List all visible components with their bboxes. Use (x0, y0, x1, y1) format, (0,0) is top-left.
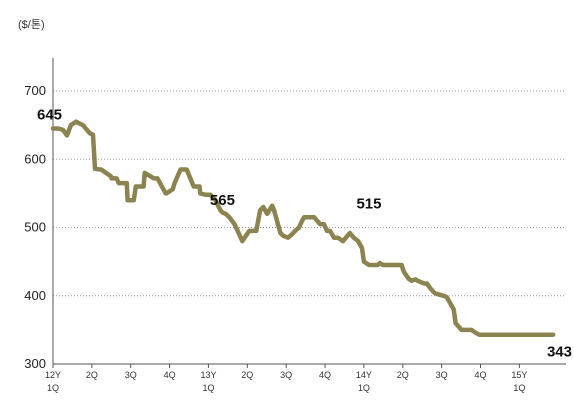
data-label: 343 (547, 344, 572, 361)
y-tick-label: 300 (24, 356, 46, 371)
series-layer (50, 119, 556, 337)
x-tick-label: 4Q (164, 370, 176, 380)
x-tick-label: 2Q (86, 370, 98, 380)
y-tick-label: 500 (24, 220, 46, 235)
x-tick-label: 12Y (45, 370, 61, 380)
x-axis: 12Y 1Q 2Q 3Q 4Q 13Y 1Q 2Q 3Q 4Q 14Y 1Q 2Q 3Q 4Q 15Y 1Q (45, 363, 566, 393)
x-tick-label: 15Y (511, 370, 527, 380)
y-tick-label: 700 (24, 83, 46, 98)
x-tick-label: 3Q (125, 370, 137, 380)
x-tick-label: 2Q (241, 370, 253, 380)
x-tick-label: 4Q (319, 370, 331, 380)
x-tick-label: 3Q (436, 370, 448, 380)
x-tick-label: 2Q (397, 370, 409, 380)
unit-label: ($/톤) (18, 18, 45, 31)
y-tick-label: 400 (24, 288, 46, 303)
data-label: 645 (37, 107, 62, 124)
data-label: 565 (210, 192, 235, 209)
x-tick-sublabel: 1Q (47, 383, 59, 393)
x-tick-sublabel: 1Q (358, 383, 370, 393)
x-tick-label: 3Q (280, 370, 292, 380)
gridlines (53, 90, 566, 297)
x-tick-label: 4Q (474, 370, 486, 380)
x-tick-sublabel: 1Q (513, 383, 525, 393)
price-line (50, 119, 556, 337)
data-labels: 645 565 515 343 (37, 107, 572, 361)
x-tick-label: 14Y (356, 370, 372, 380)
x-tick-label: 13Y (200, 370, 216, 380)
data-label: 515 (356, 195, 381, 212)
y-axis: 700 600 500 400 300 (24, 58, 54, 371)
x-tick-sublabel: 1Q (202, 383, 214, 393)
y-tick-label: 600 (24, 151, 46, 166)
